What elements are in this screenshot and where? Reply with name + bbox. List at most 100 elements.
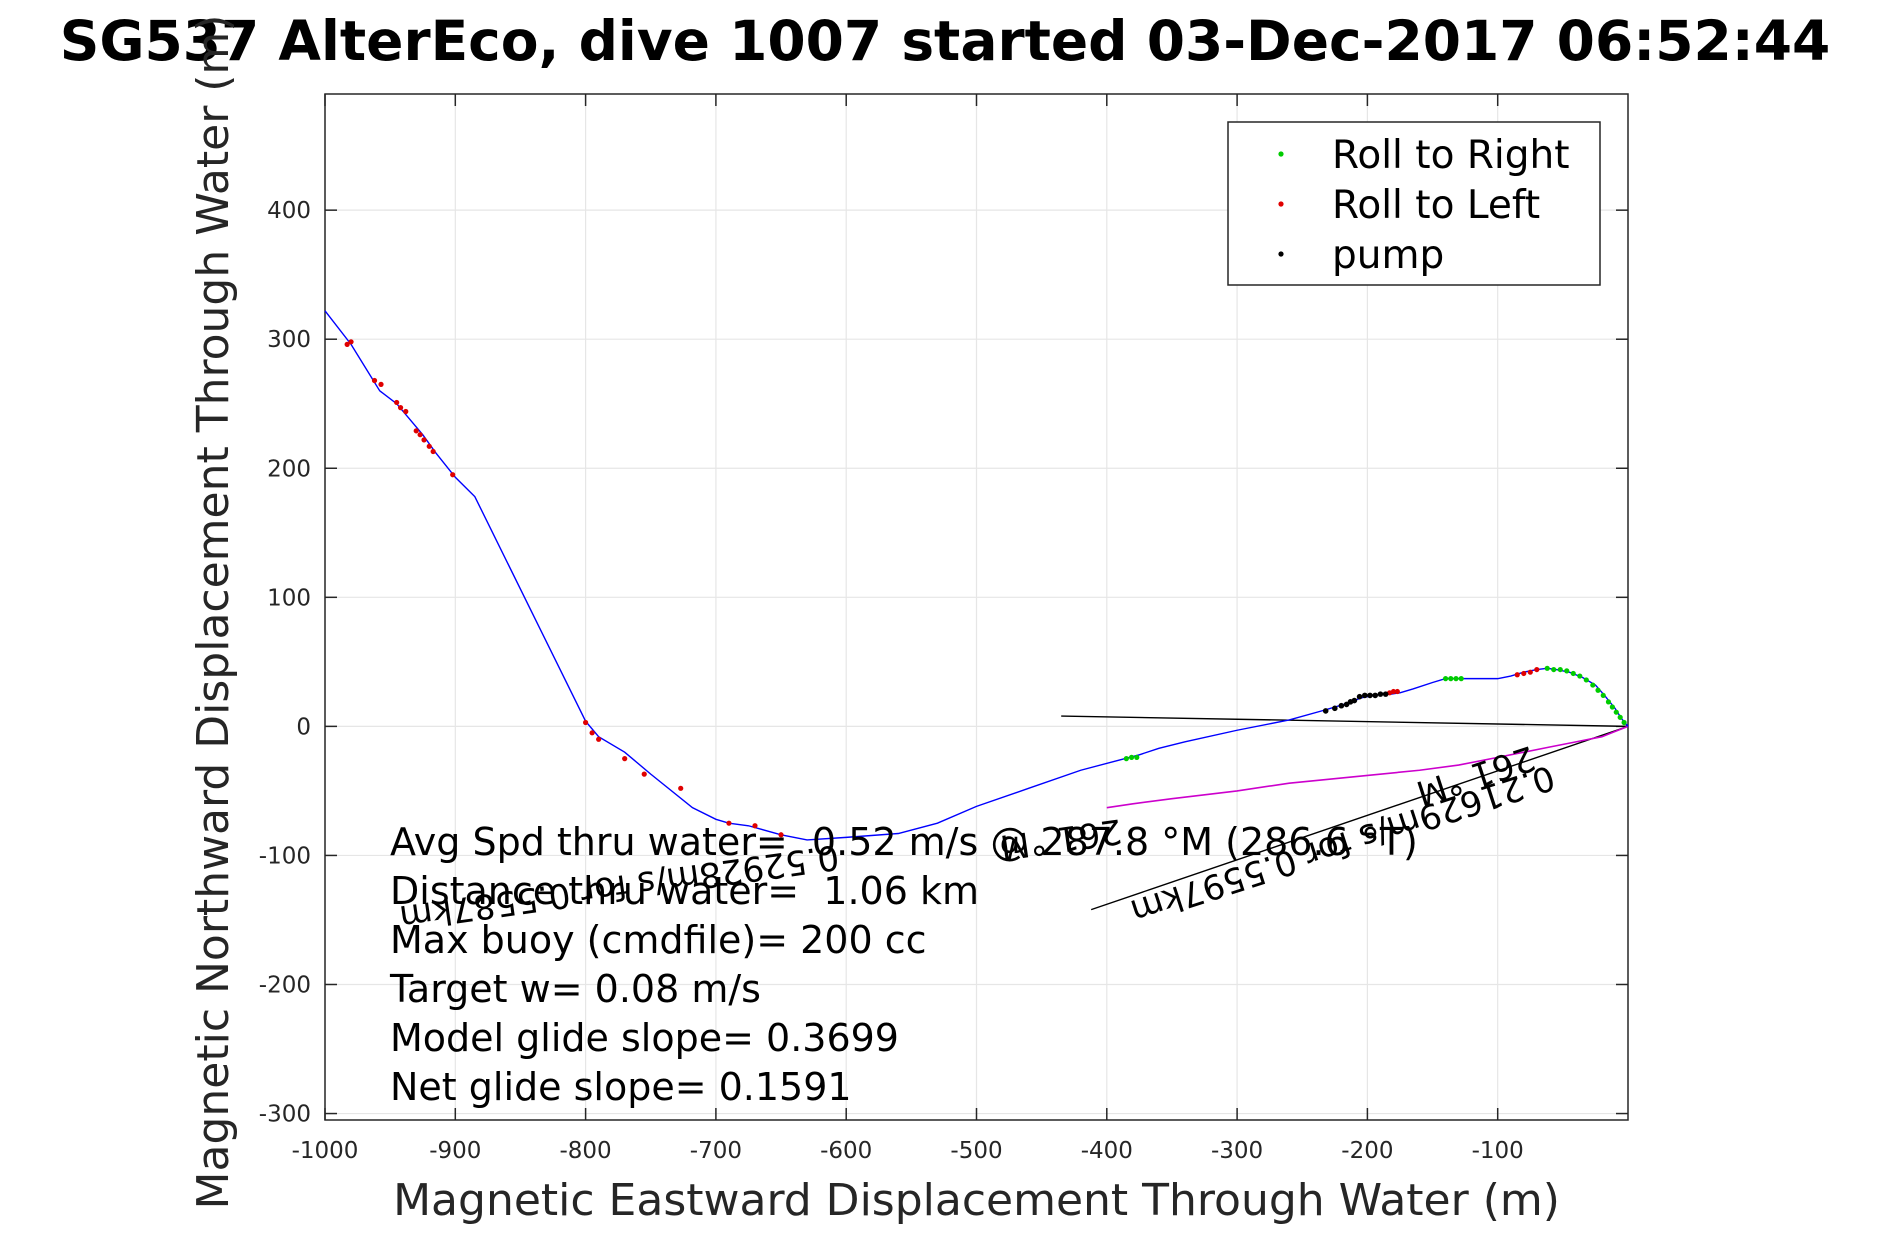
x-tick-label: -700 (690, 1138, 742, 1164)
legend-label: Roll to Right (1332, 133, 1570, 178)
roll-right-point (1557, 666, 1563, 673)
legend-box (1227, 121, 1601, 286)
displacement-vector-line (1061, 715, 1629, 728)
info-line: Model glide slope= 0.3699 (390, 1016, 899, 1060)
roll-left-point (450, 472, 456, 478)
roll-left-point (378, 381, 384, 387)
roll-left-point (348, 339, 354, 345)
roll-right-point (1583, 677, 1589, 683)
roll-left-point (430, 448, 436, 455)
roll-right-point (1453, 676, 1459, 682)
x-tick-label: -100 (1472, 1138, 1524, 1164)
info-line: Target w= 0.08 m/s (389, 967, 761, 1011)
y-tick-label: 100 (267, 585, 311, 611)
y-tick-label: 300 (267, 327, 311, 353)
y-tick-label: -300 (259, 1102, 311, 1128)
x-tick-label: -500 (950, 1138, 1002, 1164)
pump-point (1372, 692, 1379, 699)
x-tick-label: -1000 (292, 1138, 359, 1164)
roll-left-point (344, 341, 350, 347)
y-tick-label: 200 (267, 456, 311, 482)
roll-left-point (1514, 672, 1520, 678)
roll-left-point (678, 785, 684, 791)
pump-point (1367, 692, 1373, 699)
roll-left-point (371, 377, 378, 384)
roll-right-point (1605, 699, 1612, 705)
pump-point (1377, 691, 1384, 697)
annotation-lines (1061, 715, 1629, 911)
roll-left-point (403, 408, 409, 415)
roll-right-point (1551, 666, 1557, 673)
y-tick-label: -200 (259, 972, 311, 998)
displacement-vector-line (1090, 725, 1629, 911)
y-axis-label: Magnetic Northward Displacement Through … (188, 15, 239, 1210)
roll-left-point (583, 719, 589, 726)
roll-left-point (426, 443, 432, 449)
roll-right-point (1617, 714, 1623, 720)
info-line: Avg Spd thru water= 0.52 m/s @ 287.8 °M … (390, 820, 1418, 864)
roll-right-point (1128, 754, 1135, 760)
pump-point (1343, 701, 1350, 708)
legend: Roll to Right Roll to Left pump (1227, 121, 1601, 286)
pump-point (1322, 708, 1329, 714)
roll-right-point (1458, 676, 1464, 682)
axes: -1000 -900 -800 -700 -600 -500 -400 -300 -200 -10… (259, 94, 1628, 1164)
roll-right-point (1590, 682, 1596, 688)
roll-left-point (726, 820, 732, 826)
roll-left-point (1521, 670, 1527, 677)
legend-marker (1278, 151, 1284, 157)
y-tick-label: 0 (296, 714, 311, 740)
roll-right-point (1544, 665, 1550, 671)
roll-left-point (778, 832, 784, 838)
roll-left-point (397, 405, 404, 411)
roll-left-point (1534, 666, 1540, 673)
pump-point (1361, 692, 1368, 699)
legend-label: pump (1332, 233, 1444, 278)
roll-left-point (417, 432, 423, 438)
roll-left-point (413, 428, 419, 434)
pump-point (1382, 691, 1389, 697)
x-tick-label: -200 (1341, 1138, 1393, 1164)
roll-right-point (1600, 692, 1606, 699)
grid (324, 94, 1628, 1120)
roll-left-point (1527, 669, 1533, 675)
pump-point (1332, 705, 1338, 712)
x-tick-label: -900 (429, 1138, 481, 1164)
roll-left-point (394, 399, 400, 406)
legend-marker (1278, 251, 1284, 257)
roll-right-point (1595, 687, 1601, 693)
roll-right-point (1577, 673, 1583, 679)
roll-right-point (1564, 668, 1570, 674)
info-line: Net glide slope= 0.1591 (390, 1065, 852, 1109)
info-line: Distance thru water= 1.06 km (390, 869, 979, 913)
roll-right-point (1442, 676, 1449, 682)
current-track-line (1106, 725, 1629, 809)
roll-left-point (1390, 688, 1397, 695)
legend-label: Roll to Left (1332, 183, 1540, 228)
pump-point (1356, 693, 1363, 700)
chart-title: SG537 AlterEco, dive 1007 started 03-Dec… (60, 9, 1831, 73)
x-tick-label: -800 (559, 1138, 611, 1164)
info-line: Max buoy (cmdfile)= 200 cc (390, 918, 927, 962)
roll-left-point (421, 437, 427, 443)
glider-track-line (324, 310, 1629, 841)
x-axis-label: Magnetic Eastward Displacement Through W… (393, 1175, 1560, 1226)
roll-right-point (1570, 670, 1576, 677)
roll-left-point (641, 771, 647, 777)
roll-right-point (1134, 754, 1140, 760)
pump-point (1338, 702, 1345, 709)
y-tick-label: 400 (267, 198, 311, 224)
data-points (344, 339, 1627, 838)
legend-marker (1278, 201, 1284, 207)
x-tick-label: -300 (1211, 1138, 1263, 1164)
roll-left-point (589, 730, 595, 736)
x-tick-label: -600 (820, 1138, 872, 1164)
roll-left-point (622, 756, 628, 762)
track-lines (324, 310, 1629, 841)
roll-left-point (596, 736, 602, 742)
x-tick-label: -400 (1081, 1138, 1133, 1164)
roll-right-point (1448, 676, 1454, 682)
roll-left-point (1394, 688, 1400, 695)
